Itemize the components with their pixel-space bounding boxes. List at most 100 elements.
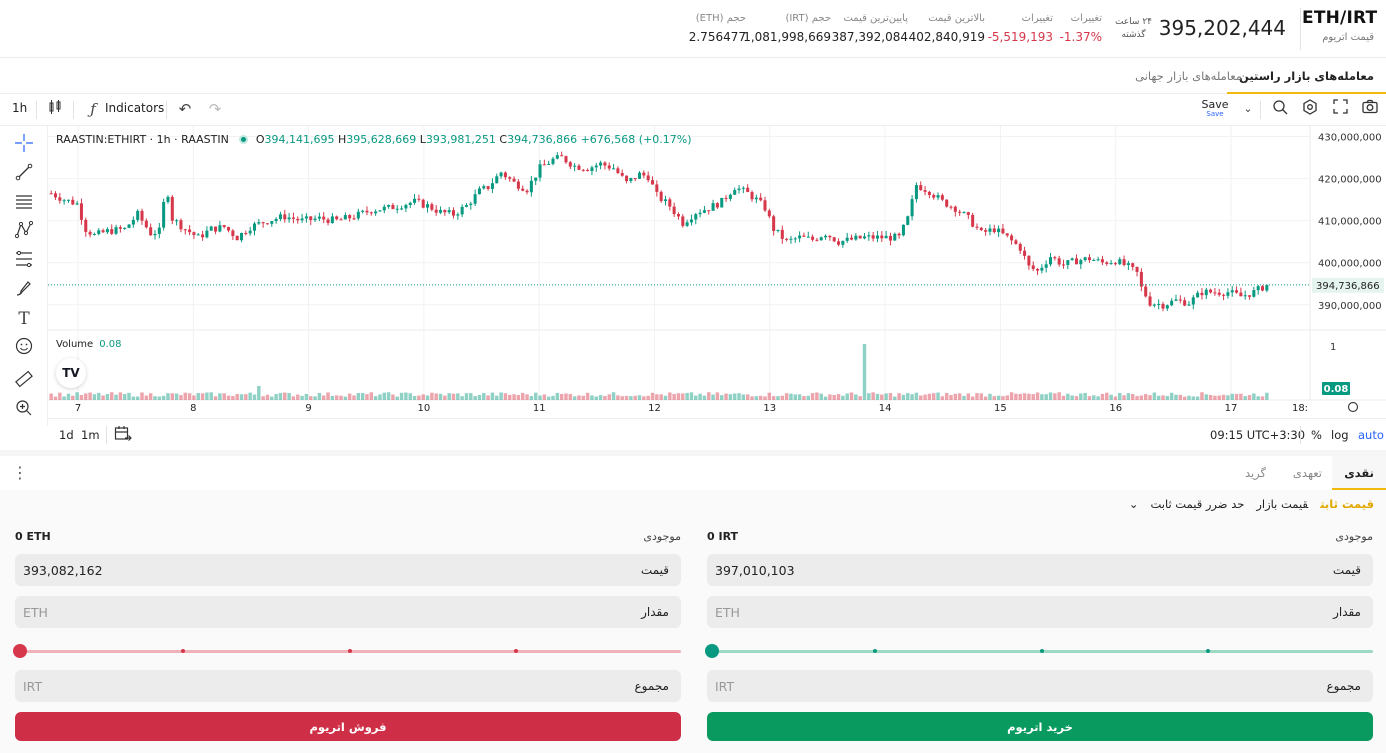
interval-button[interactable]: 1h [12,101,28,115]
volume-bar [533,392,538,400]
slider-tick[interactable] [1206,649,1210,653]
order-type-limit[interactable]: قیمت ثابت [1320,497,1374,511]
crosshair-icon[interactable] [13,134,35,156]
volume-bar [1221,394,1226,400]
volume-bar [789,393,793,400]
more-options-icon[interactable]: ⋮ [12,463,28,482]
volume-bar [957,393,962,400]
pattern-icon[interactable] [13,220,35,243]
candle-body [1027,255,1031,266]
timezone-label[interactable]: 09:15 UTC+3:30 [1210,428,1306,442]
pair-selector[interactable]: ETH/IRT قیمت اتریوم [1302,8,1378,43]
indicators-icon[interactable]: ƒ [90,100,96,118]
candle-body [1260,286,1265,291]
volume-bar [745,394,750,400]
buy-total-field[interactable]: مجموع [707,670,1373,702]
volume-bar [404,392,408,400]
buy-amount-field[interactable]: مقدار [707,596,1373,628]
undo-icon[interactable]: ↶ [178,100,192,118]
tab-margin[interactable]: تعهدی [1292,466,1322,480]
text-tool-icon[interactable]: T [18,309,30,329]
volume-bar [1031,394,1035,400]
brush-icon[interactable] [13,279,35,301]
candle-body [1044,264,1048,268]
candle-body [417,198,421,200]
market-tabs: معامله‌های بازار راستین معامله‌های بازار… [0,58,1386,94]
horizontal-lines-icon[interactable] [13,192,35,214]
candle-body [780,229,784,239]
candle-body [594,165,598,168]
volume-bar [222,393,226,400]
slider-tick[interactable] [181,649,185,653]
sell-amount-field[interactable]: مقدار [15,596,681,628]
redo-icon[interactable]: ↷ [208,100,222,118]
log-toggle[interactable]: log [1331,428,1349,442]
slider-tick[interactable] [1040,649,1044,653]
sell-amount-slider[interactable] [13,644,681,658]
volume-bar [1105,392,1109,400]
range-1d-button[interactable]: 1d [59,428,74,442]
volume-bar [118,392,123,400]
volume-bar [815,392,819,400]
range-1m-button[interactable]: 1m [81,428,100,442]
sell-total-field[interactable]: مجموع [15,670,681,702]
ruler-icon[interactable] [13,370,35,392]
candle-body [966,212,970,215]
save-button[interactable]: Save Save [1200,98,1230,118]
sell-price-field[interactable]: قیمت [15,554,681,586]
sell-amount-input[interactable] [23,602,423,622]
tab-spot[interactable]: نقدی [1332,456,1386,490]
chart-canvas[interactable]: 430,000,000 420,000,000 410,000,000 400,000… [48,126,1386,418]
settings-gear-icon[interactable] [1300,99,1320,119]
price-chart[interactable]: 430,000,000 420,000,000 410,000,000 400,000… [48,126,1386,418]
slider-tick[interactable] [873,649,877,653]
candle-body [850,237,854,240]
tab-grid[interactable]: گرید [1244,466,1266,480]
toolbar-divider [1260,101,1261,119]
quick-search-icon[interactable] [1270,99,1290,119]
buy-button[interactable]: خرید اتریوم [707,712,1373,741]
trend-line-icon[interactable] [13,163,35,185]
candle-body [685,222,689,226]
fib-tool-icon[interactable] [13,250,35,272]
fullscreen-icon[interactable] [1330,99,1350,119]
buy-price-input[interactable] [715,560,1115,580]
percent-toggle[interactable]: % [1311,428,1322,442]
buy-amount-slider[interactable] [705,644,1373,658]
zoom-in-icon[interactable] [13,399,35,421]
tab-raastin-trades[interactable]: معامله‌های بازار راستین [1227,58,1386,94]
sell-total-input[interactable] [23,676,423,696]
candle-body [659,191,663,201]
slider-knob[interactable] [13,644,27,658]
candle-body [114,227,118,234]
buy-price-field[interactable]: قیمت [707,554,1373,586]
slider-tick[interactable] [514,649,518,653]
auto-toggle[interactable]: auto [1358,428,1384,442]
candle-style-icon[interactable] [45,99,65,119]
buy-total-input[interactable] [715,676,1115,696]
date-range-icon[interactable] [114,425,132,446]
volume-bar [235,394,239,400]
order-type-market[interactable]: قیمت بازار [1256,497,1309,511]
volume-bar [577,395,581,400]
volume-bar [681,393,685,400]
indicators-button[interactable]: Indicators [105,101,165,115]
candle-body [1109,263,1113,265]
chevron-down-icon[interactable]: ⌄ [1128,497,1139,511]
slider-tick[interactable] [348,649,352,653]
tab-global-trades[interactable]: معامله‌های بازار جهانی [1135,69,1242,83]
volume-bar [1079,393,1083,400]
candle-body [464,205,468,207]
emoji-icon[interactable] [13,337,35,359]
pair-title[interactable]: ETH/IRT [1302,8,1378,28]
sell-price-input[interactable] [23,560,423,580]
camera-icon[interactable] [1360,99,1380,119]
volume-bar [373,396,378,400]
volume-bar [771,396,776,400]
sell-button[interactable]: فروش اتریوم [15,712,681,741]
tradingview-logo[interactable]: TV [56,358,86,388]
buy-amount-input[interactable] [715,602,1115,622]
slider-knob[interactable] [705,644,719,658]
order-type-stop-limit[interactable]: حد ضرر قیمت ثابت [1150,497,1245,511]
chevron-down-icon[interactable]: ⌄ [1243,102,1253,115]
